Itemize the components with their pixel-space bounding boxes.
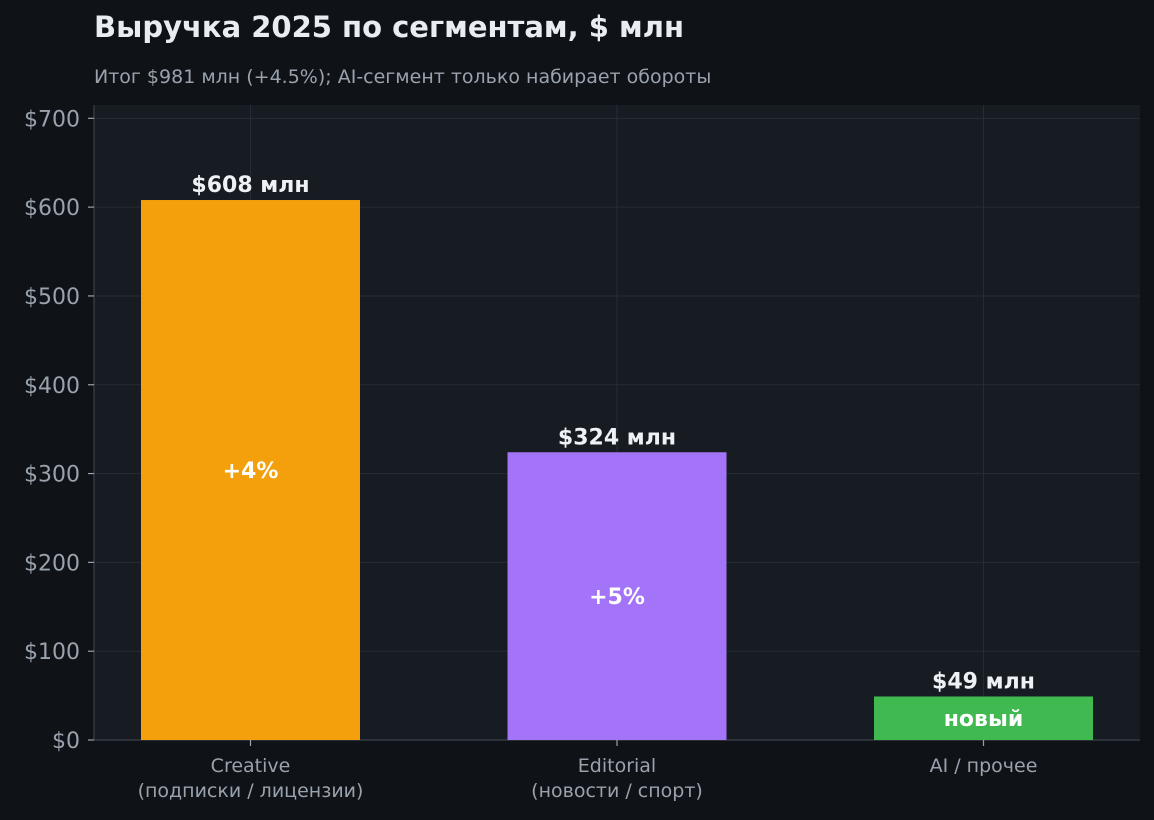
category-label: AI / прочее: [930, 755, 1038, 777]
bar-value-label: $49 млн: [932, 669, 1035, 694]
bars: [141, 200, 1093, 741]
bar-inner-label: новый: [944, 707, 1024, 732]
y-tick-label: $400: [24, 374, 80, 399]
category-label: (подписки / лицензии): [138, 780, 364, 802]
labels: $608 млн +4% Creative (подписки / лицензии)…: [138, 173, 1038, 802]
y-tick-label: $0: [52, 729, 80, 754]
chart-subtitle: Итог $981 млн (+4.5%); AI-сегмент только…: [94, 66, 712, 88]
category-label: Creative: [211, 755, 291, 777]
y-tick-label: $200: [24, 551, 80, 576]
bar: [874, 696, 1093, 740]
bar-value-label: $324 млн: [558, 425, 676, 450]
category-label: (новости / спорт): [531, 780, 703, 802]
category-label: Editorial: [578, 755, 656, 777]
y-tick-label: $700: [24, 107, 80, 132]
bar-value-label: $608 млн: [191, 173, 309, 198]
y-tick-label: $300: [24, 463, 80, 488]
bar: [507, 452, 727, 740]
y-tick-label: $100: [24, 640, 80, 665]
chart-title: Выручка 2025 по сегментам, $ млн: [94, 10, 684, 44]
bar-inner-label: +4%: [223, 459, 279, 484]
bar: [141, 200, 360, 741]
y-tick-label: $500: [24, 285, 80, 310]
y-tick-label: $600: [24, 196, 80, 221]
bar-inner-label: +5%: [589, 585, 645, 610]
